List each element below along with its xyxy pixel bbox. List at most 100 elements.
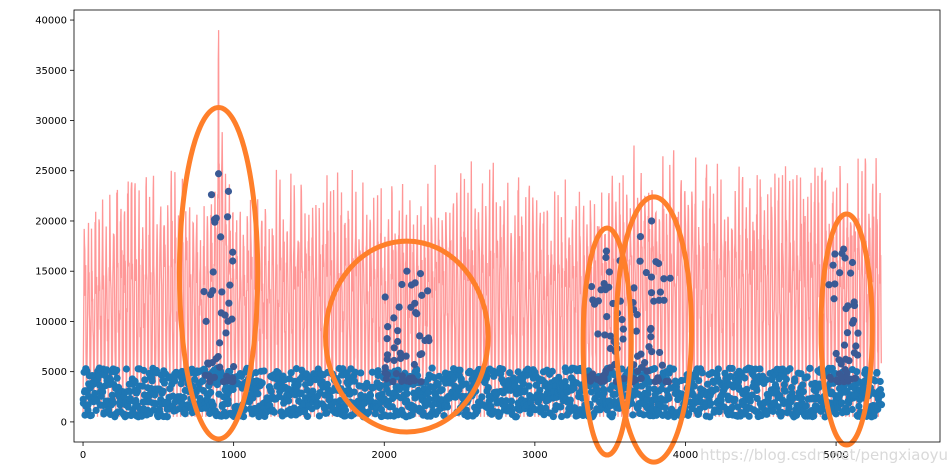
scatter-point	[661, 404, 669, 412]
outlier-point	[398, 372, 406, 380]
scatter-point	[377, 381, 385, 390]
y-tick-label: 15000	[35, 267, 67, 278]
outlier-point	[214, 170, 223, 178]
outlier-point	[394, 337, 402, 346]
series-line	[82, 30, 882, 417]
scatter-point	[786, 365, 794, 373]
scatter-point	[483, 371, 491, 380]
outlier-point	[223, 213, 232, 221]
outlier-point	[838, 373, 846, 381]
scatter-point	[753, 394, 761, 403]
outlier-point	[636, 257, 644, 265]
outlier-point	[619, 335, 627, 343]
scatter-point	[287, 369, 295, 377]
scatter-point	[862, 366, 870, 374]
outlier-point	[217, 233, 225, 241]
outlier-point	[204, 359, 212, 367]
outlier-point	[853, 351, 862, 359]
outlier-point	[637, 374, 645, 382]
scatter-point	[487, 402, 495, 410]
outlier-point	[664, 378, 673, 386]
outlier-point	[412, 309, 420, 317]
scatter-point	[728, 403, 736, 412]
scatter-point	[762, 376, 770, 384]
scatter-point	[506, 369, 514, 377]
outlier-point	[660, 296, 668, 304]
scatter-point	[643, 395, 651, 404]
outlier-point	[852, 342, 860, 350]
outlier-point	[848, 258, 857, 267]
scatter-point	[180, 393, 188, 402]
outlier-point	[587, 282, 596, 291]
outlier-point	[850, 316, 858, 325]
scatter-point	[542, 404, 550, 412]
scatter-point	[151, 391, 159, 399]
outlier-point	[650, 297, 658, 305]
outlier-point	[396, 349, 404, 357]
scatter-point	[855, 402, 863, 410]
outlier-point	[403, 267, 411, 275]
scatter-point	[843, 408, 851, 416]
y-tick-label: 10000	[35, 317, 67, 328]
outlier-point	[590, 300, 599, 308]
scatter-point	[323, 409, 331, 417]
outlier-point	[643, 367, 651, 375]
outlier-point	[632, 327, 640, 335]
scatter-point	[150, 406, 158, 414]
scatter-point	[303, 412, 312, 421]
scatter-point	[371, 410, 379, 418]
scatter-point	[746, 397, 754, 405]
scatter-point	[703, 380, 712, 388]
y-tick-label: 20000	[35, 216, 67, 227]
annotations	[176, 104, 875, 465]
scatter-point	[695, 376, 703, 385]
scatter-point	[141, 376, 149, 384]
scatter-point	[561, 377, 569, 386]
scatter-point	[140, 366, 148, 375]
outlier-point	[825, 281, 833, 289]
scatter-point	[239, 413, 248, 421]
outlier-point	[605, 268, 614, 276]
outlier-point	[381, 364, 389, 372]
scatter-point	[698, 369, 706, 377]
outlier-point	[648, 348, 656, 356]
scatter-point	[600, 385, 608, 394]
outlier-point	[226, 281, 234, 289]
scatter-point	[787, 383, 796, 392]
outlier-point	[395, 303, 403, 311]
outlier-point	[206, 290, 215, 299]
scatter-point	[799, 381, 807, 389]
outlier-point	[202, 317, 210, 325]
outlier-point	[209, 268, 217, 276]
outlier-point	[207, 191, 216, 199]
outlier-point	[658, 361, 666, 369]
outlier-point	[229, 257, 237, 265]
scatter-point	[728, 364, 736, 373]
outlier-point	[421, 336, 429, 345]
scatter-point	[456, 366, 464, 374]
scatter-point	[876, 377, 884, 386]
scatter-point	[837, 399, 846, 407]
series-scatter	[79, 170, 886, 421]
outlier-point	[647, 289, 656, 297]
scatter-point	[113, 366, 121, 374]
outlier-point	[396, 354, 405, 363]
outlier-point	[218, 288, 226, 296]
outlier-point	[846, 269, 855, 277]
outlier-point	[603, 313, 611, 321]
scatter-point	[706, 413, 714, 421]
outlier-point	[843, 369, 851, 377]
scatter-point	[473, 407, 481, 415]
scatter-point	[152, 399, 160, 408]
scatter-point	[255, 413, 263, 421]
scatter-point	[507, 397, 516, 405]
outlier-point	[647, 273, 656, 281]
y-tick-label: 25000	[35, 166, 67, 177]
scatter-point	[832, 410, 840, 418]
outlier-point	[850, 298, 858, 306]
annotation-ellipse	[818, 211, 875, 448]
scatter-point	[777, 408, 786, 416]
outlier-point	[660, 275, 668, 283]
x-tick-label: 2000	[372, 450, 397, 461]
